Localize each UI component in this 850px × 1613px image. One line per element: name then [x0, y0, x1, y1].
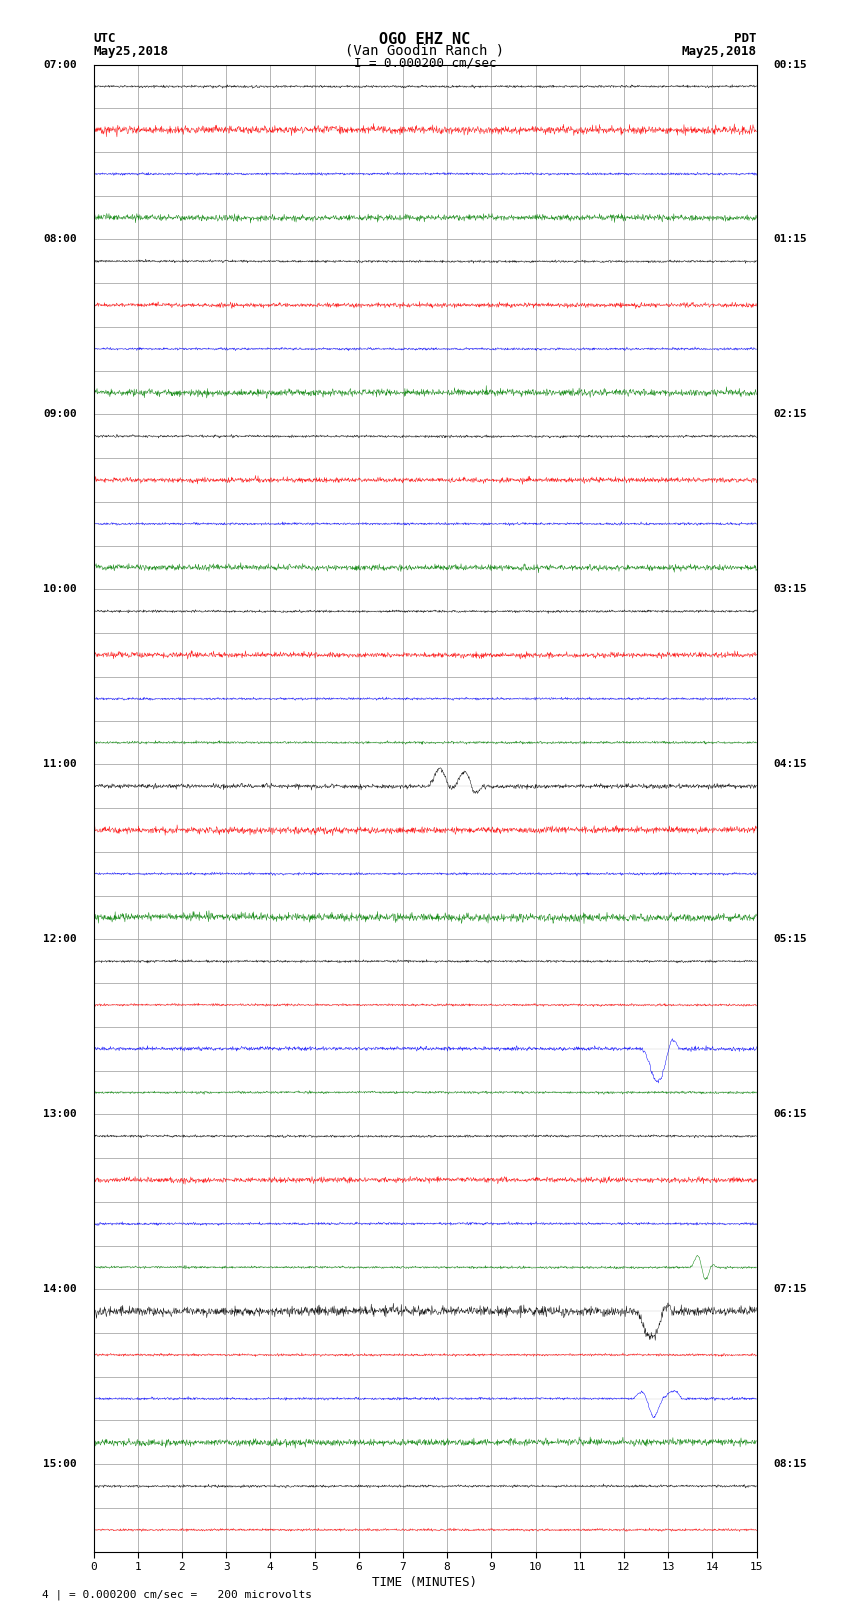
Text: 11:00: 11:00 — [43, 760, 76, 769]
Text: 04:15: 04:15 — [773, 760, 807, 769]
Text: 00:15: 00:15 — [773, 60, 807, 69]
Text: 01:15: 01:15 — [773, 234, 807, 245]
Text: 4 | = 0.000200 cm/sec =   200 microvolts: 4 | = 0.000200 cm/sec = 200 microvolts — [42, 1589, 313, 1600]
Text: May25,2018: May25,2018 — [94, 45, 168, 58]
Text: 05:15: 05:15 — [773, 934, 807, 944]
Text: UTC: UTC — [94, 32, 116, 45]
Text: 15:00: 15:00 — [43, 1460, 76, 1469]
Text: 12:00: 12:00 — [43, 934, 76, 944]
Text: May25,2018: May25,2018 — [682, 45, 756, 58]
Text: 13:00: 13:00 — [43, 1110, 76, 1119]
Text: (Van Goodin Ranch ): (Van Goodin Ranch ) — [345, 44, 505, 58]
Text: 08:00: 08:00 — [43, 234, 76, 245]
Text: 14:00: 14:00 — [43, 1284, 76, 1294]
Text: I = 0.000200 cm/sec: I = 0.000200 cm/sec — [354, 56, 496, 69]
Text: 03:15: 03:15 — [773, 584, 807, 595]
Text: 02:15: 02:15 — [773, 410, 807, 419]
Text: 08:15: 08:15 — [773, 1460, 807, 1469]
Text: PDT: PDT — [734, 32, 756, 45]
Text: OGO EHZ NC: OGO EHZ NC — [379, 32, 471, 47]
Text: 07:00: 07:00 — [43, 60, 76, 69]
Text: 10:00: 10:00 — [43, 584, 76, 595]
Text: 09:00: 09:00 — [43, 410, 76, 419]
X-axis label: TIME (MINUTES): TIME (MINUTES) — [372, 1576, 478, 1589]
Text: 06:15: 06:15 — [773, 1110, 807, 1119]
Text: 07:15: 07:15 — [773, 1284, 807, 1294]
